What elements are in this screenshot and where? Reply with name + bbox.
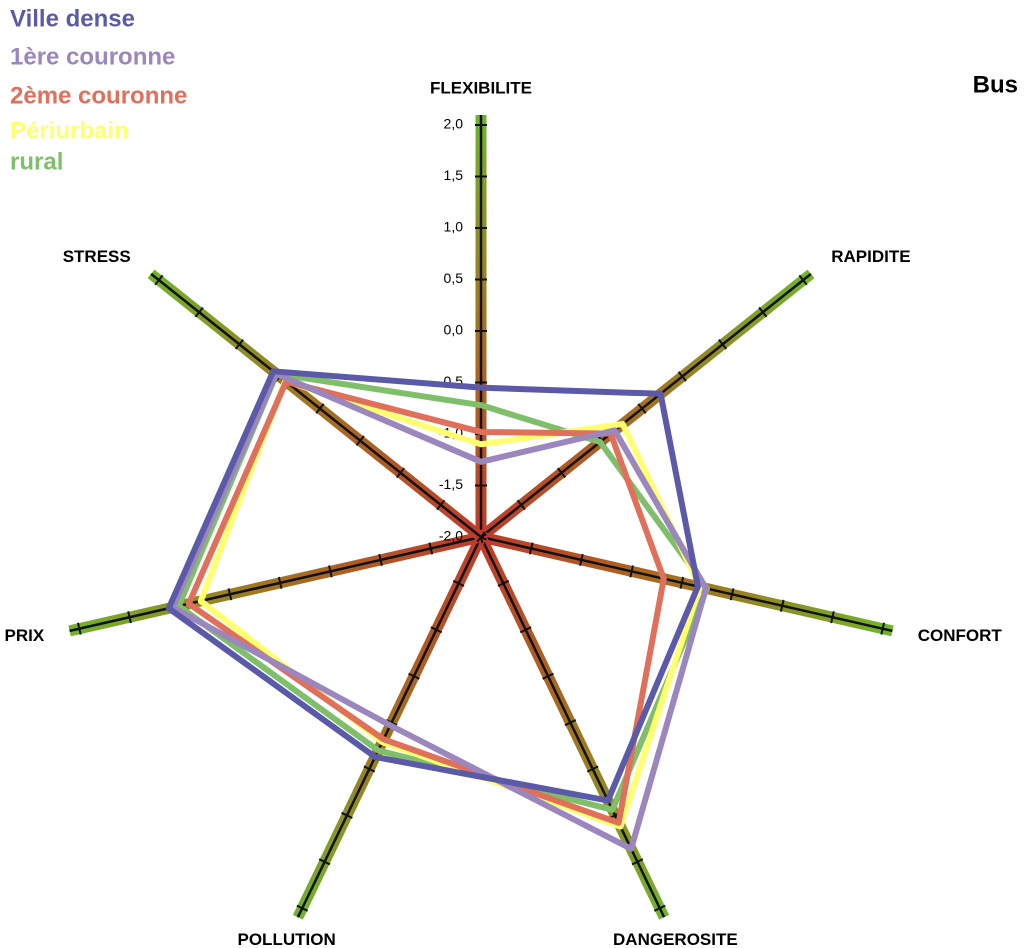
tick-mark <box>557 467 567 479</box>
tick-mark <box>378 553 383 566</box>
y-tick-label: 0,5 <box>444 270 464 286</box>
series-line <box>169 370 709 852</box>
axis-line <box>480 272 812 538</box>
legend-entry: Périurbain <box>10 117 129 144</box>
axis-label: FLEXIBILITE <box>430 78 532 97</box>
tick-mark <box>127 611 132 624</box>
tick-mark <box>579 553 584 566</box>
tick-mark <box>277 576 283 589</box>
tick-mark <box>430 626 443 634</box>
tick-mark <box>452 579 465 587</box>
axis-label: RAPIDITE <box>831 247 910 266</box>
tick-mark <box>880 622 885 635</box>
y-tick-label: 1,0 <box>444 219 464 235</box>
tick-mark <box>77 622 82 635</box>
y-tick-label: 0,0 <box>444 322 464 338</box>
tick-mark <box>516 499 526 511</box>
series-line <box>165 368 701 804</box>
tick-mark <box>395 467 405 479</box>
tick-mark <box>194 306 204 318</box>
axis-label: POLLUTION <box>238 930 336 948</box>
tick-mark <box>436 499 446 511</box>
axis-line <box>479 536 666 918</box>
tick-mark <box>227 588 233 601</box>
legend-entry: 1ère couronne <box>10 43 175 70</box>
legend-entry: 2ème couronne <box>10 82 187 109</box>
axis-label: CONFORT <box>918 626 1003 645</box>
tick-mark <box>542 672 554 680</box>
tick-mark <box>718 339 728 350</box>
y-tick-label: 2,0 <box>444 116 464 132</box>
tick-mark <box>653 904 666 912</box>
axis-label: PRIX <box>5 626 45 645</box>
tick-mark <box>779 599 785 612</box>
tick-mark <box>234 339 244 350</box>
tick-mark <box>315 403 325 414</box>
tick-mark <box>497 579 510 587</box>
tick-mark <box>318 858 331 866</box>
y-tick-label: -2,0 <box>439 528 463 544</box>
tick-mark <box>629 565 634 578</box>
tick-mark <box>586 765 599 773</box>
tick-mark <box>729 588 735 601</box>
tick-mark <box>408 672 420 680</box>
tick-mark <box>328 565 333 578</box>
tick-mark <box>758 306 768 318</box>
axis-line <box>69 535 482 633</box>
tick-mark <box>363 765 376 773</box>
tick-mark <box>679 576 685 589</box>
chart-title: Bus <box>973 71 1018 98</box>
tick-mark <box>637 403 647 414</box>
tick-mark <box>341 811 353 819</box>
axis-line <box>150 272 482 538</box>
tick-mark <box>154 274 164 286</box>
y-tick-label: 1,5 <box>444 167 464 183</box>
tick-mark <box>476 531 486 543</box>
tick-mark <box>528 542 534 555</box>
tick-mark <box>631 858 644 866</box>
y-tick-label: -1,5 <box>439 476 463 492</box>
tick-mark <box>798 274 808 286</box>
axis-label: STRESS <box>63 247 131 266</box>
axis-line <box>480 535 893 633</box>
legend-entry: rural <box>10 148 63 175</box>
tick-mark <box>296 904 309 912</box>
tick-mark <box>564 719 577 727</box>
tick-mark <box>677 371 687 382</box>
tick-mark <box>830 611 835 624</box>
axis-label: DANGEROSITE <box>613 930 738 948</box>
tick-mark <box>428 542 434 555</box>
tick-mark <box>519 626 532 634</box>
legend-entry: Ville dense <box>10 5 135 32</box>
tick-mark <box>355 435 365 446</box>
